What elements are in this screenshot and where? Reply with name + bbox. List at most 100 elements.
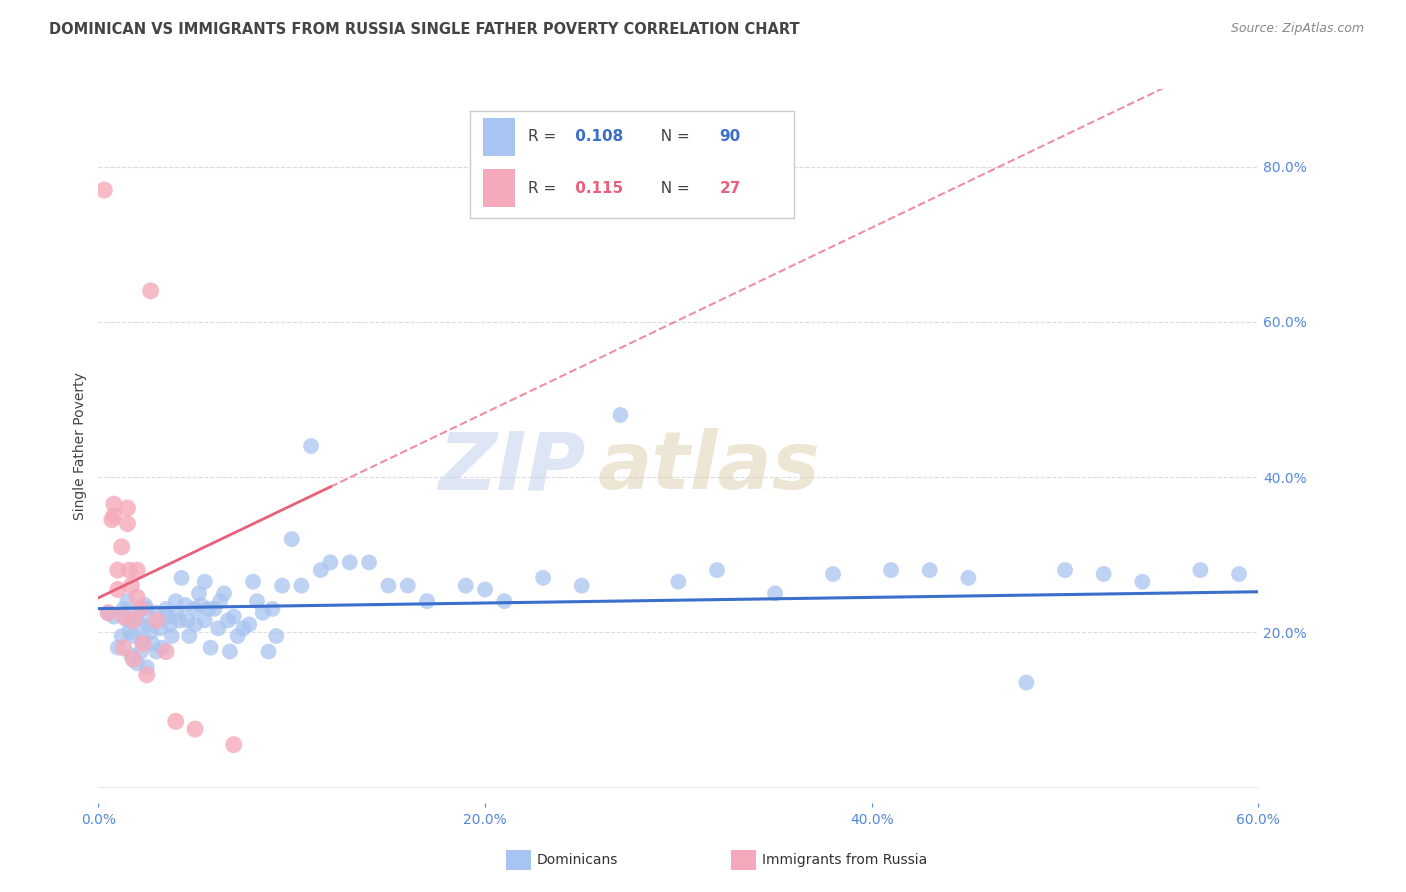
Point <box>190 598 212 612</box>
Point <box>416 594 439 608</box>
Point <box>1189 563 1212 577</box>
Point <box>103 497 125 511</box>
Point <box>319 555 342 569</box>
Point <box>309 563 332 577</box>
Point <box>232 621 254 635</box>
Point <box>262 602 284 616</box>
Point <box>150 640 173 655</box>
Point <box>141 637 165 651</box>
Point <box>111 629 132 643</box>
Point <box>169 614 191 628</box>
Point <box>103 609 125 624</box>
Point <box>200 640 222 655</box>
Point <box>157 609 180 624</box>
Point <box>290 579 312 593</box>
Point <box>155 644 177 658</box>
Point <box>763 586 786 600</box>
Point <box>474 582 496 597</box>
Point <box>127 656 149 670</box>
Point <box>222 738 245 752</box>
Point <box>194 574 217 589</box>
Point <box>184 722 207 736</box>
Point <box>219 644 242 658</box>
Point <box>170 571 193 585</box>
Point <box>118 625 141 640</box>
Point <box>217 614 239 628</box>
Point <box>209 594 232 608</box>
Point <box>165 594 187 608</box>
Point <box>93 183 115 197</box>
Point <box>204 602 226 616</box>
Point <box>117 501 139 516</box>
Point <box>821 566 844 581</box>
Point <box>194 614 217 628</box>
Point <box>111 540 132 554</box>
Point <box>117 516 139 531</box>
Point <box>1092 566 1115 581</box>
Point <box>122 652 145 666</box>
Point <box>117 614 139 628</box>
Point <box>129 602 152 616</box>
Point <box>132 637 155 651</box>
Point <box>160 629 183 643</box>
Point <box>299 439 322 453</box>
Point <box>706 563 728 577</box>
Point <box>179 629 201 643</box>
Point <box>184 602 207 616</box>
Point <box>159 617 181 632</box>
Point <box>226 629 249 643</box>
Text: DOMINICAN VS IMMIGRANTS FROM RUSSIA SINGLE FATHER POVERTY CORRELATION CHART: DOMINICAN VS IMMIGRANTS FROM RUSSIA SING… <box>49 22 800 37</box>
Point <box>134 598 156 612</box>
Point <box>132 632 155 647</box>
Point <box>138 617 160 632</box>
Point <box>145 614 167 628</box>
Point <box>494 594 516 608</box>
Point <box>120 579 142 593</box>
Point <box>281 532 304 546</box>
Point <box>212 586 235 600</box>
Point <box>135 668 157 682</box>
Point <box>127 591 149 605</box>
Point <box>197 602 219 616</box>
Point <box>135 602 157 616</box>
Point <box>101 513 124 527</box>
Point <box>155 602 177 616</box>
Point <box>127 606 149 620</box>
Point <box>222 609 245 624</box>
Point <box>246 594 269 608</box>
Point <box>107 582 129 597</box>
Point <box>112 609 135 624</box>
Point <box>257 644 280 658</box>
Point <box>165 606 187 620</box>
Point <box>165 714 187 729</box>
Point <box>377 579 399 593</box>
Point <box>149 621 172 635</box>
Point <box>127 563 149 577</box>
Text: Source: ZipAtlas.com: Source: ZipAtlas.com <box>1230 22 1364 36</box>
Point <box>454 579 477 593</box>
Point <box>184 617 207 632</box>
Point <box>174 598 197 612</box>
Point <box>139 625 162 640</box>
Point <box>252 606 274 620</box>
Point <box>97 606 120 620</box>
Text: Immigrants from Russia: Immigrants from Russia <box>762 853 928 867</box>
Point <box>880 563 903 577</box>
Point <box>122 629 145 643</box>
Point <box>118 563 141 577</box>
Point <box>238 617 260 632</box>
Point <box>271 579 294 593</box>
Text: ZIP: ZIP <box>439 428 585 507</box>
Point <box>1132 574 1154 589</box>
Point <box>112 602 135 616</box>
Point <box>107 563 129 577</box>
Point <box>135 660 157 674</box>
Point <box>139 284 162 298</box>
Point <box>107 640 129 655</box>
Point <box>120 648 142 663</box>
Point <box>264 629 288 643</box>
Point <box>1015 675 1038 690</box>
Point <box>207 621 229 635</box>
Point <box>1054 563 1077 577</box>
Point <box>359 555 381 569</box>
